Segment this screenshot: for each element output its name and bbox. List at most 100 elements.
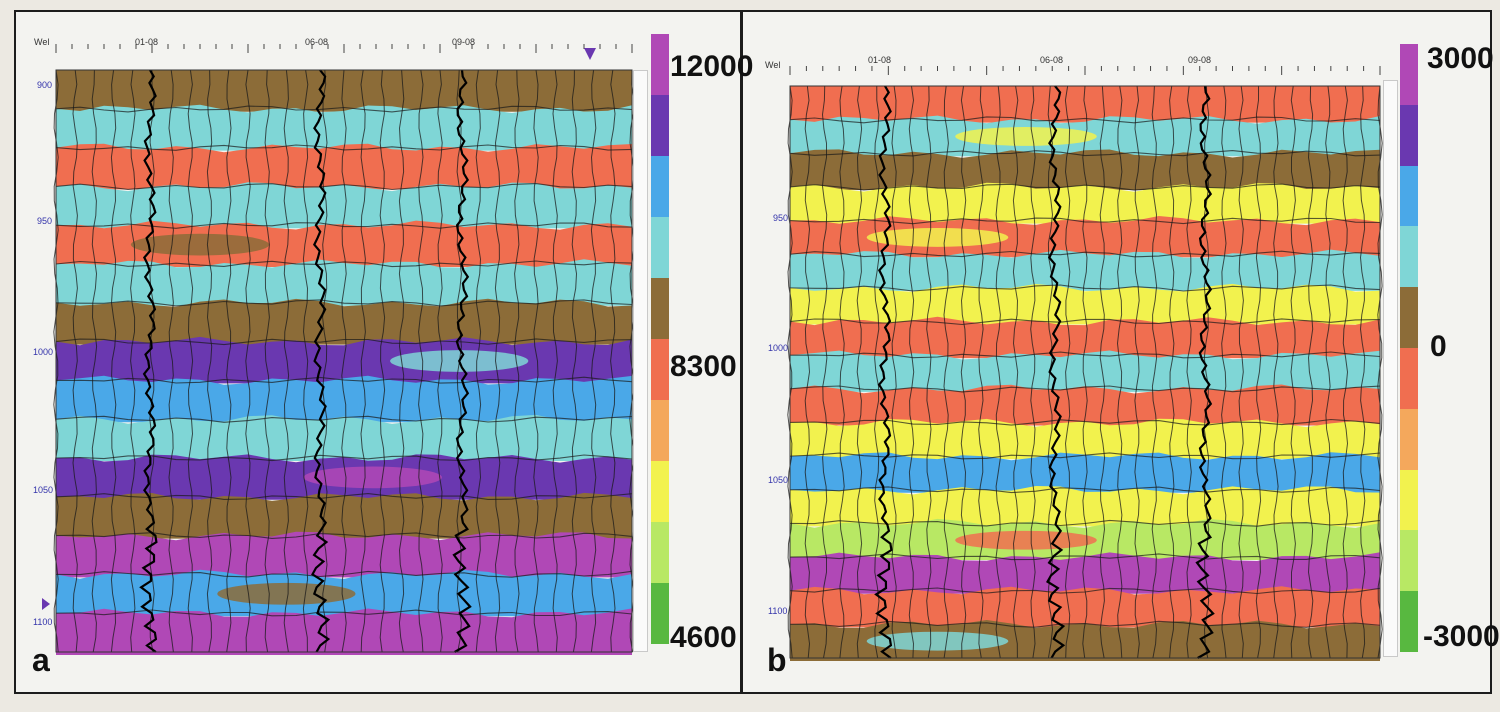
scale-swatch-5 [1400, 347, 1418, 409]
layer-band-15 [790, 586, 1380, 628]
lens-13 [217, 582, 356, 605]
scale-swatch-4 [1400, 287, 1418, 348]
reflector-line-5 [789, 250, 1381, 258]
trace-line-11 [978, 85, 984, 659]
scale-swatch-1 [1400, 104, 1418, 166]
trace-line-19 [1116, 85, 1123, 659]
trace-line-4 [130, 69, 136, 653]
trace-line-31 [1325, 85, 1331, 659]
axis-label-a: Wel [34, 37, 50, 47]
scale-swatch-6 [1400, 408, 1418, 470]
scale-swatch-8 [651, 522, 669, 583]
scale-swatch-7 [1400, 469, 1418, 531]
lens-1 [955, 127, 1097, 146]
trace-line-21 [1151, 85, 1158, 659]
trace-line-4 [856, 85, 863, 659]
trace-line-6 [891, 85, 897, 659]
scale-mid-label-b: 0 [1430, 330, 1447, 363]
scale-swatch-3 [651, 217, 669, 278]
layer-band-6 [790, 283, 1380, 325]
well-log-curve-2 [311, 69, 331, 653]
reflector-line-15 [789, 587, 1381, 595]
reflector-line-16 [789, 620, 1381, 628]
scale-swatch-1 [651, 95, 669, 156]
lens-13 [955, 530, 1097, 550]
trace-line-22 [1169, 85, 1175, 659]
layer-band-3 [56, 182, 632, 229]
reflector-line-9 [55, 415, 633, 423]
scale-max-label-a: 12000 [670, 50, 754, 83]
panel-divider [740, 10, 743, 692]
scale-min-label-a: 4600 [670, 621, 737, 654]
trace-line-18 [1099, 85, 1106, 659]
depth-tick-b-1000: 1000 [768, 343, 789, 353]
reflector-line-8 [55, 376, 633, 384]
depth-tick-b-950: 950 [773, 213, 789, 223]
trace-line-33 [1359, 85, 1366, 659]
layer-band-14 [56, 608, 632, 655]
trace-line-24 [1203, 85, 1210, 659]
trace-line-19 [418, 69, 424, 653]
trace-line-20 [437, 69, 443, 653]
trace-line-13 [302, 69, 309, 653]
trace-line-34 [1377, 85, 1383, 659]
reflector-line-3 [789, 183, 1381, 191]
trace-line-15 [341, 69, 347, 653]
depth-tick-a-1100: 1100 [33, 617, 53, 627]
axis-label-b: Wel [765, 60, 781, 70]
scale-swatch-2 [651, 156, 669, 217]
lens-4 [866, 227, 1009, 247]
trace-line-27 [1255, 85, 1262, 659]
panel-label-b: b [767, 642, 787, 678]
layer-band-11 [790, 452, 1380, 493]
scale-max-label-b: 3000 [1427, 42, 1494, 75]
scale-swatch-6 [651, 400, 669, 461]
section-border [789, 85, 1381, 659]
reflector-line-6 [789, 284, 1381, 292]
reflector-line-10 [789, 418, 1381, 426]
position-marker-icon [584, 48, 596, 60]
section-border [55, 69, 633, 653]
reflector-line-11 [789, 452, 1381, 460]
trace-line-12 [283, 69, 290, 653]
trace-line-5 [874, 85, 880, 659]
scrollbar-a[interactable] [633, 70, 648, 652]
scrollbar-b[interactable] [1383, 80, 1398, 657]
color-scale-a [651, 34, 669, 644]
layer-band-7 [790, 316, 1380, 359]
scale-swatch-4 [651, 278, 669, 339]
trace-line-23 [1186, 85, 1192, 659]
layer-band-14 [790, 552, 1380, 594]
layer-band-16 [790, 620, 1380, 661]
trace-line-7 [908, 85, 915, 659]
trace-line-11 [264, 69, 270, 653]
trace-line-3 [110, 69, 117, 653]
trace-line-28 [590, 69, 597, 653]
well-label-b-3: 09-08 [1188, 55, 1212, 65]
well-label-a-2: 06-08 [305, 37, 329, 47]
scale-swatch-8 [1400, 530, 1418, 592]
trace-line-14 [322, 69, 328, 653]
scale-swatch-2 [1400, 165, 1418, 227]
scale-swatch-5 [651, 339, 669, 400]
layer-band-3 [790, 182, 1380, 224]
layer-band-0 [56, 70, 632, 112]
reflector-line-2 [55, 144, 633, 151]
trace-line-2 [821, 85, 828, 659]
well-label-a-3: 09-08 [452, 37, 476, 47]
trace-line-16 [360, 69, 366, 653]
trace-line-20 [1134, 85, 1140, 659]
trace-line-23 [494, 69, 501, 653]
well-log-curve-3 [452, 69, 472, 653]
trace-line-24 [514, 69, 520, 653]
reflector-line-11 [55, 493, 633, 500]
trace-line-5 [149, 70, 155, 653]
trace-line-22 [475, 69, 482, 653]
scale-swatch-9 [651, 583, 669, 644]
trace-line-17 [379, 69, 386, 653]
well-log-curve-3 [1195, 85, 1215, 659]
trace-line-26 [1238, 85, 1244, 659]
layer-band-5 [790, 249, 1380, 291]
trace-line-9 [226, 69, 232, 653]
layer-band-8 [56, 375, 632, 423]
